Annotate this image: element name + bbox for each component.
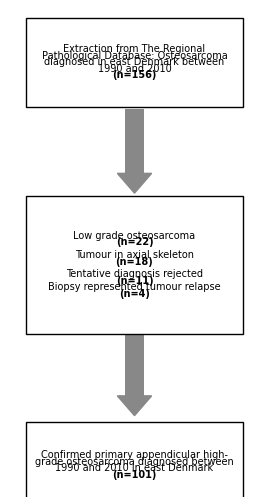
Text: Biopsy represented tumour relapse: Biopsy represented tumour relapse bbox=[48, 282, 221, 292]
Text: Extraction from The Regional: Extraction from The Regional bbox=[63, 44, 206, 54]
FancyBboxPatch shape bbox=[26, 422, 243, 500]
Text: Tentative diagnosis rejected: Tentative diagnosis rejected bbox=[66, 270, 203, 280]
Text: Low grade osteosarcoma: Low grade osteosarcoma bbox=[73, 231, 196, 241]
Text: (n=18): (n=18) bbox=[116, 256, 153, 266]
Text: 1990 and 2010 in east Denmark: 1990 and 2010 in east Denmark bbox=[55, 464, 214, 473]
Text: Tumour in axial skeleton: Tumour in axial skeleton bbox=[75, 250, 194, 260]
Text: (n=156): (n=156) bbox=[112, 70, 157, 80]
FancyBboxPatch shape bbox=[125, 109, 144, 174]
Text: (n=11): (n=11) bbox=[116, 276, 153, 286]
Polygon shape bbox=[117, 174, 152, 193]
Text: Confirmed primary appendicular high-: Confirmed primary appendicular high- bbox=[41, 450, 228, 460]
Text: (n=4): (n=4) bbox=[119, 289, 150, 299]
Text: 1990 and 2010: 1990 and 2010 bbox=[98, 64, 171, 74]
FancyBboxPatch shape bbox=[26, 196, 243, 334]
FancyBboxPatch shape bbox=[26, 18, 243, 106]
Text: grade osteosarcoma diagnosed between: grade osteosarcoma diagnosed between bbox=[35, 457, 234, 467]
FancyBboxPatch shape bbox=[125, 334, 144, 396]
Polygon shape bbox=[117, 396, 152, 415]
Text: Pathological Database: Osteosarcoma: Pathological Database: Osteosarcoma bbox=[42, 50, 227, 60]
Text: diagnosed in east Denmark between: diagnosed in east Denmark between bbox=[44, 57, 225, 67]
Text: (n=22): (n=22) bbox=[116, 238, 153, 248]
Text: (n=101): (n=101) bbox=[112, 470, 157, 480]
